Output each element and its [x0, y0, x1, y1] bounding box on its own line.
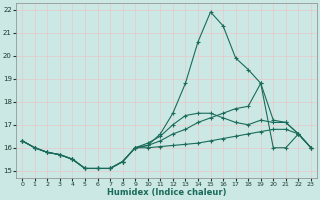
- X-axis label: Humidex (Indice chaleur): Humidex (Indice chaleur): [107, 188, 226, 197]
